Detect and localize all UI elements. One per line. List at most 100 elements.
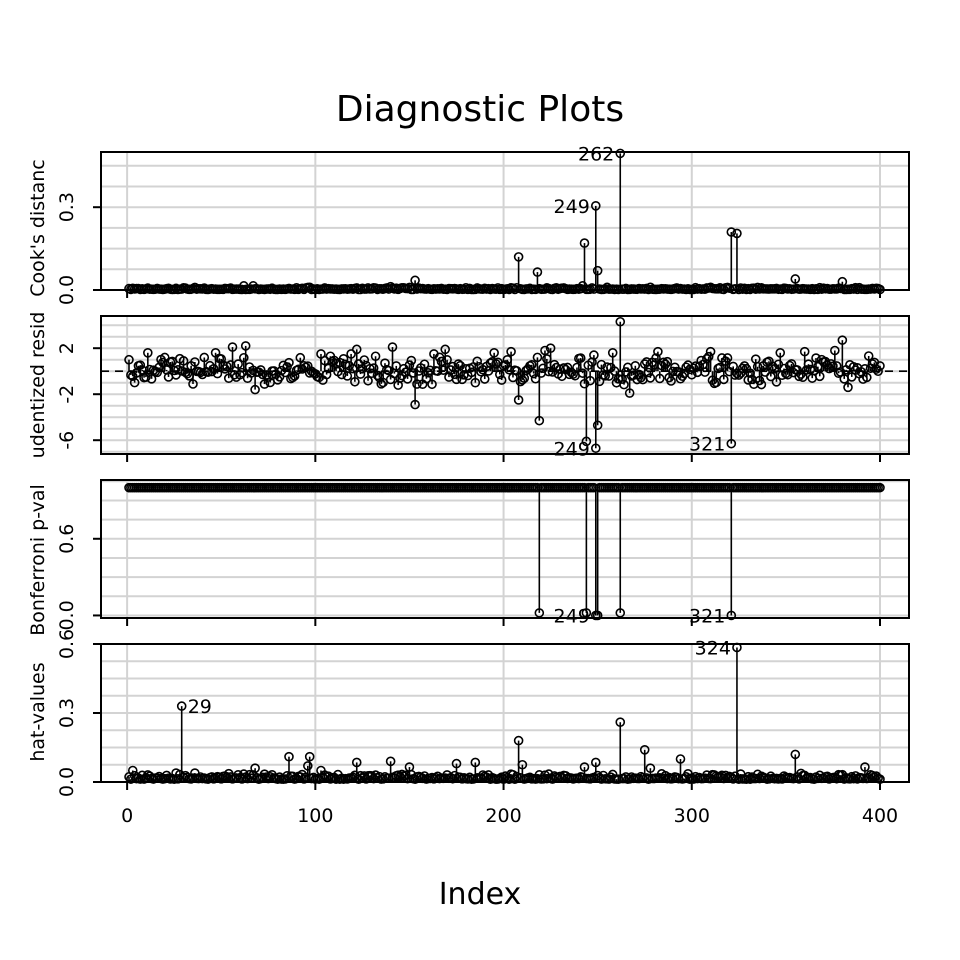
observation-point: [152, 367, 163, 378]
panel-frame: [100, 643, 910, 783]
observation-point: [303, 761, 313, 771]
observation-point: [790, 749, 801, 760]
observation-point: [730, 370, 740, 380]
observation-point: [451, 758, 462, 769]
observation-point: [873, 366, 883, 377]
observation-point: [662, 356, 673, 367]
observation-point: [666, 376, 676, 386]
x-tick-label: 200: [485, 805, 521, 827]
observation-point: [227, 342, 238, 352]
y-tick-label: -2: [56, 385, 78, 404]
observation-point: [645, 373, 656, 383]
y-axis: 0.0 0.3: [56, 192, 102, 305]
observation-point: [472, 356, 483, 367]
observation-point: [575, 353, 586, 363]
observation-point: [321, 369, 332, 380]
observation-point: [239, 352, 249, 363]
studentized-residuals-panel: udentized resid 249 321 -6 -2 2: [27, 312, 910, 462]
x-tick-label: 300: [674, 805, 710, 827]
observation-point: [346, 349, 356, 359]
observation-point: [579, 762, 590, 772]
observation-point: [453, 359, 464, 369]
observation-point: [686, 369, 697, 380]
observation-point: [617, 374, 627, 384]
observation-point: [419, 359, 430, 370]
observation-point: [767, 361, 778, 372]
observation-point: [359, 355, 370, 365]
observations: [124, 316, 885, 454]
observation-point: [590, 201, 601, 211]
observation-point: [722, 353, 733, 363]
observation-point: [511, 366, 522, 376]
observation-point: [513, 395, 524, 405]
observation-point: [342, 371, 353, 381]
observation-label: 29: [188, 696, 212, 718]
observation-point: [506, 346, 516, 357]
observation-point: [212, 368, 223, 379]
observation-point: [630, 360, 641, 371]
observation-point: [875, 361, 885, 371]
observation-point: [590, 443, 601, 454]
observation-label: 249: [554, 196, 590, 218]
observation-point: [715, 362, 725, 373]
observation-point: [287, 372, 298, 383]
y-tick-label: 0.0: [56, 275, 78, 305]
grid: [101, 480, 909, 618]
observation-point: [590, 757, 601, 768]
observation-point: [350, 376, 360, 387]
observation-label: 324: [695, 637, 731, 659]
observation-point: [178, 356, 189, 366]
observation-point: [304, 368, 315, 378]
observation-point: [837, 335, 848, 345]
panel-frame: [100, 315, 910, 455]
observation-point: [643, 367, 654, 378]
grid: [101, 316, 909, 454]
observation-point: [651, 353, 661, 363]
observation-point: [368, 363, 379, 373]
observation-point: [336, 369, 347, 380]
x-tick-label: 400: [862, 805, 898, 827]
observation-point: [726, 438, 737, 449]
observation-point: [607, 347, 618, 358]
observation-point: [295, 352, 306, 363]
observation-point: [771, 377, 782, 387]
observation-point: [517, 759, 528, 770]
observation-label: 321: [689, 434, 725, 456]
y-tick-label: 0.3: [56, 698, 78, 728]
bonferroni-p-value-panel: Bonferroni p-val 249 321 0.0 0.6: [27, 479, 910, 636]
observation-point: [250, 384, 260, 395]
observation-point: [609, 366, 620, 376]
observation-point: [860, 762, 870, 772]
observation-point: [833, 368, 844, 379]
observation-point: [440, 344, 451, 355]
cooks-distance-panel: Cook's distanc 262 249 0.0 0.3: [27, 143, 910, 305]
y-axis: 0.0 0.6: [56, 524, 102, 631]
observation-point: [146, 374, 157, 384]
observation-point: [602, 362, 612, 372]
observation-point: [540, 345, 550, 356]
y-axis: -6 -2 2: [56, 342, 102, 450]
observation-point: [703, 351, 714, 362]
panel-frame: [100, 151, 910, 291]
observation-point: [385, 756, 396, 767]
observation-point: [489, 347, 499, 358]
observation-point: [250, 763, 260, 774]
observation-point: [581, 436, 592, 447]
observation-point: [380, 358, 390, 368]
y-tick-label: 0.6: [56, 524, 78, 554]
observation-point: [653, 346, 663, 357]
y-tick-label: 0.0: [56, 600, 78, 630]
observation-point: [615, 148, 626, 159]
observation-point: [811, 353, 821, 363]
observation-point: [479, 374, 490, 384]
grid: [101, 643, 909, 783]
observation-point: [752, 361, 763, 372]
cooks-distance-axis-label: Cook's distanc: [27, 159, 49, 297]
observation-point: [351, 344, 362, 355]
observation-point: [442, 355, 452, 365]
observation-point: [451, 374, 462, 385]
observation-point: [830, 345, 840, 356]
observation-point: [513, 252, 524, 262]
y-tick-label: 0.0: [56, 767, 78, 797]
observation-point: [135, 360, 146, 370]
